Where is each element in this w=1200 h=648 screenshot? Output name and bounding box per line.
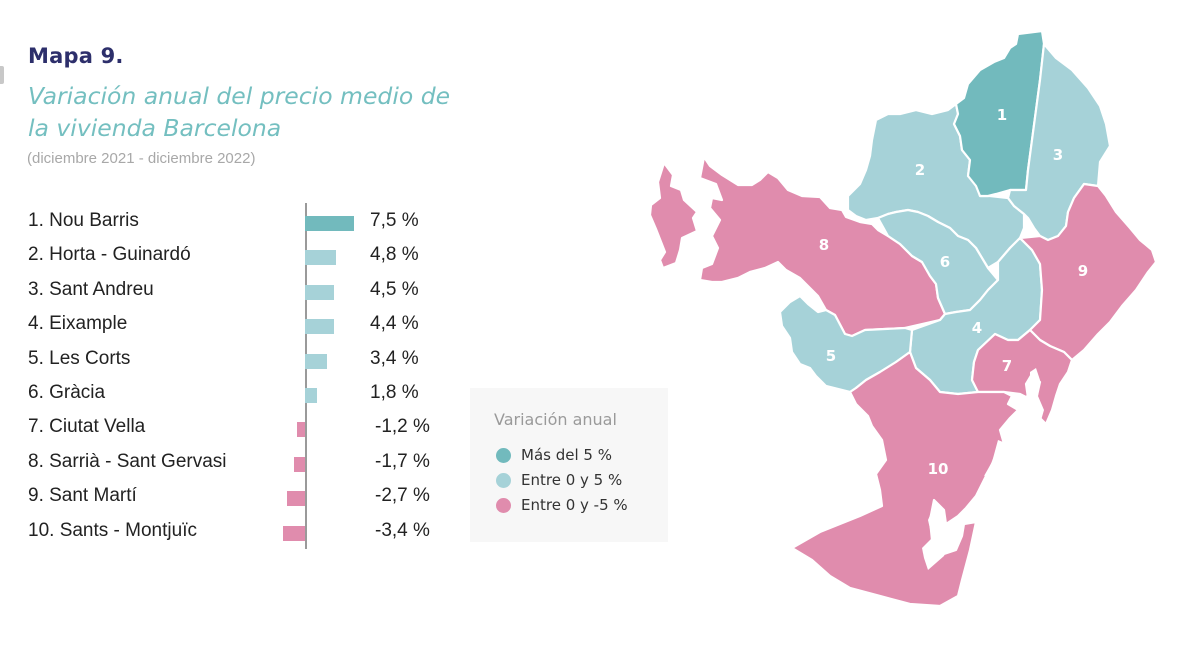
zero-axis: [305, 203, 307, 549]
district-label-3: 3: [1052, 146, 1064, 164]
value-label: 1,8 %: [370, 382, 419, 403]
legend-title: Variación anual: [494, 410, 617, 429]
chart-row: 9. Sant Martí -2,7 %: [0, 479, 460, 513]
district-name: 2. Horta - Guinardó: [28, 244, 191, 266]
value-bar: [305, 353, 328, 369]
district-label-10: 10: [927, 460, 949, 478]
chart-row: 1. Nou Barris 7,5 %: [0, 204, 460, 238]
chart-row: 6. Gràcia 1,8 %: [0, 376, 460, 410]
value-label: -3,4 %: [375, 519, 430, 541]
district-name: 1. Nou Barris: [28, 210, 139, 231]
value-label: 4,4 %: [370, 313, 419, 335]
bar-chart: 1. Nou Barris 7,5 % 2. Horta - Guinardó 4,8…: [0, 200, 460, 550]
district-label-9: 9: [1077, 262, 1089, 280]
legend-label: Entre 0 y -5 %: [521, 496, 628, 514]
district-name: 9. Sant Martí: [28, 485, 137, 507]
legend-dot-icon: [496, 473, 511, 488]
value-label: -1,2 %: [375, 416, 430, 438]
district-label-6: 6: [939, 253, 951, 271]
district-8-island: [648, 161, 699, 270]
value-bar: [282, 525, 305, 541]
value-bar: [305, 216, 354, 231]
value-label: 4,5 %: [370, 278, 419, 300]
map-subtitle: (diciembre 2021 - diciembre 2022): [27, 150, 256, 167]
district-label-7: 7: [1001, 357, 1013, 375]
chart-row: 3. Sant Andreu 4,5 %: [0, 273, 460, 307]
value-bar: [293, 456, 305, 472]
district-name: 10. Sants - Montjuïc: [28, 519, 197, 541]
chart-row: 4. Eixample 4,4 %: [0, 307, 460, 341]
district-name: 4. Eixample: [28, 313, 128, 335]
district-label-2: 2: [914, 161, 926, 179]
value-bar: [287, 491, 305, 507]
map-title: Variación anual del precio medio de la v…: [28, 82, 451, 142]
legend-dot-icon: [496, 498, 511, 513]
legend-label: Más del 5 %: [521, 446, 612, 464]
value-bar: [297, 422, 305, 438]
chart-row: 5. Les Corts 3,4 %: [0, 342, 460, 376]
value-bar: [305, 284, 335, 300]
value-label: 4,8 %: [370, 244, 419, 266]
district-name: 3. Sant Andreu: [28, 278, 154, 300]
harbour-water: [984, 440, 1008, 476]
map-number: Mapa 9.: [28, 44, 124, 68]
district-label-1: 1: [996, 106, 1008, 124]
harbour-water: [922, 506, 962, 570]
district-name: 6. Gràcia: [28, 382, 106, 403]
legend: Variación anual Más del 5 % Entre 0 y 5 …: [470, 388, 668, 542]
value-bar: [305, 388, 317, 403]
district-label-8: 8: [818, 236, 830, 254]
chart-row: 8. Sarrià - Sant Gervasi -1,7 %: [0, 445, 460, 479]
edge-tab: [0, 66, 4, 84]
chart-row: 10. Sants - Montjuïc -3,4 %: [0, 514, 460, 548]
value-label: 3,4 %: [370, 347, 419, 369]
value-bar: [305, 250, 337, 266]
value-label: 7,5 %: [370, 210, 419, 231]
value-label: -2,7 %: [375, 485, 430, 507]
district-label-5: 5: [825, 347, 837, 365]
district-label-4: 4: [971, 319, 983, 337]
legend-item-between-0-neg5: Entre 0 y -5 %: [494, 494, 664, 516]
chart-row: 2. Horta - Guinardó 4,8 %: [0, 238, 460, 272]
legend-dot-icon: [496, 448, 511, 463]
legend-item-above-5: Más del 5 %: [494, 444, 664, 466]
district-name: 8. Sarrià - Sant Gervasi: [28, 450, 227, 472]
district-name: 7. Ciutat Vella: [28, 416, 146, 438]
value-label: -1,7 %: [375, 450, 430, 472]
district-name: 5. Les Corts: [28, 347, 131, 369]
chart-row: 7. Ciutat Vella -1,2 %: [0, 410, 460, 444]
harbour-water: [1012, 368, 1046, 440]
legend-item-between-0-5: Entre 0 y 5 %: [494, 469, 664, 491]
legend-label: Entre 0 y 5 %: [521, 471, 623, 489]
barcelona-district-map: 1 2 3 4 5 6 7 8 9 10: [640, 20, 1180, 620]
value-bar: [305, 319, 334, 335]
